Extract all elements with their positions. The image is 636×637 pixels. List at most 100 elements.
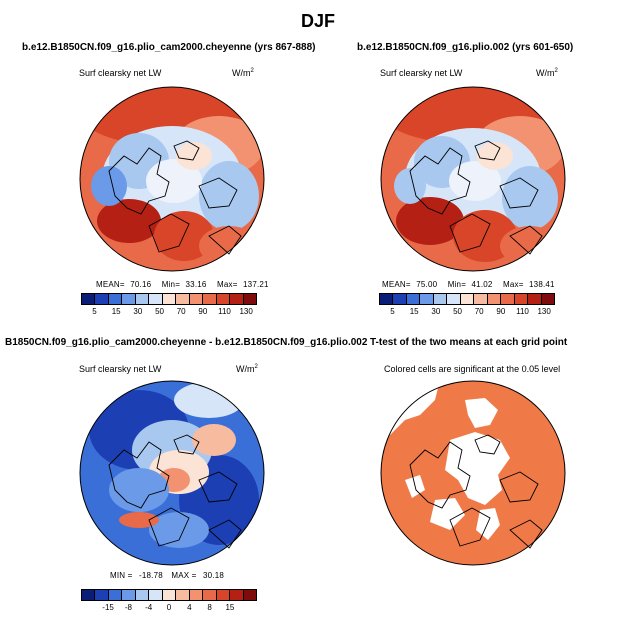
colorbar-tick-label: -4 <box>145 603 153 612</box>
colorbar-swatch <box>406 294 421 304</box>
max-value: 138.41 <box>529 280 555 289</box>
colorbar-swatch <box>528 294 542 304</box>
colorbar-swatch <box>203 590 217 600</box>
colorbar-swatch <box>189 294 204 304</box>
colorbar-swatch <box>433 294 448 304</box>
mean-label: MEAN= <box>96 280 125 289</box>
colorbar-tick-label: 15 <box>225 603 235 612</box>
colorbar-swatch <box>122 294 136 304</box>
colorbar-ticks-top-left: 5 15 30 50 70 90 110 130 <box>81 307 257 317</box>
min-value: 41.02 <box>471 280 493 289</box>
colorbar-tick-label: 30 <box>431 307 441 316</box>
colorbar-tick-label: 30 <box>133 307 143 316</box>
colorbar-top-left <box>81 293 257 305</box>
colorbar-tick-label: 15 <box>409 307 419 316</box>
min-value: 33.16 <box>185 280 207 289</box>
colorbar-swatch <box>176 590 190 600</box>
mean-value: 70.16 <box>130 280 152 289</box>
stats-bottom-left: MIN = -18.78 MAX = 30.18 <box>110 571 224 580</box>
max-label: Max= <box>216 280 238 289</box>
colorbar-swatch <box>176 294 190 304</box>
colorbar-tick-label: 130 <box>537 307 551 316</box>
max-label: Max= <box>502 280 524 289</box>
max-value: 30.18 <box>203 571 225 580</box>
min-label: Min= <box>161 280 181 289</box>
colorbar-tick-label: 70 <box>474 307 484 316</box>
min-label: MIN = <box>110 571 133 580</box>
colorbar-ticks-bottom-left: -15 -8 -4 0 4 8 15 <box>81 603 257 613</box>
colorbar-swatch <box>474 294 488 304</box>
figure-title: DJF <box>300 11 335 31</box>
colorbar-swatch <box>243 294 257 304</box>
colorbar-swatch <box>162 294 177 304</box>
colorbar-swatch <box>447 294 461 304</box>
panel-title-bottom-left: B1850CN.f09_g16.plio_cam2000.cheyenne - … <box>5 337 368 348</box>
colorbar-tick-label: 50 <box>453 307 462 316</box>
colorbar-swatch <box>95 590 109 600</box>
colorbar-swatch <box>108 590 123 600</box>
colorbar-top-right <box>379 293 555 305</box>
colorbar-tick-label: 8 <box>207 603 212 612</box>
colorbar-tick-label: 0 <box>166 603 172 612</box>
colorbar-swatch <box>149 294 163 304</box>
max-label: MAX = <box>171 571 197 580</box>
colorbar-tick-label: -8 <box>124 603 132 612</box>
panel-title-bottom-right: T-test of the two means at each grid poi… <box>370 337 568 348</box>
polar-map-top-left <box>79 86 265 272</box>
colorbar-tick-label: 90 <box>496 307 506 316</box>
colorbar-tick-label: 50 <box>155 307 164 316</box>
colorbar-swatch <box>216 294 231 304</box>
polar-map-bottom-right <box>380 380 566 566</box>
colorbar-swatch <box>216 590 231 600</box>
panel-title-top-left: b.e12.B1850CN.f09_g16.plio_cam2000.cheye… <box>22 42 316 53</box>
max-value: 137.21 <box>243 280 269 289</box>
colorbar-swatch <box>460 294 475 304</box>
colorbar-tick-label: 70 <box>176 307 186 316</box>
colorbar-swatch <box>122 590 136 600</box>
variable-label-top-left: Surf clearsky net LW <box>79 68 162 78</box>
colorbar-tick-label: 110 <box>218 307 231 316</box>
stats-top-right: MEAN= 75.00 Min= 41.02 Max= 138.41 <box>382 280 555 289</box>
colorbar-bottom-left <box>81 589 257 601</box>
colorbar-swatch <box>135 590 150 600</box>
colorbar-tick-label: 90 <box>198 307 208 316</box>
mean-label: MEAN= <box>382 280 411 289</box>
colorbar-ticks-top-right: 5 15 30 50 70 90 110 130 <box>379 307 555 317</box>
colorbar-swatch <box>82 294 96 304</box>
polar-map-bottom-left <box>79 380 265 566</box>
variable-label-top-right: Surf clearsky net LW <box>380 68 463 78</box>
stats-top-left: MEAN= 70.16 Min= 33.16 Max= 137.21 <box>96 280 269 289</box>
colorbar-tick-label: 5 <box>390 307 395 316</box>
colorbar-swatch <box>230 590 244 600</box>
colorbar-swatch <box>393 294 407 304</box>
variable-label-bottom-left: Surf clearsky net LW <box>79 364 162 374</box>
colorbar-tick-label: 5 <box>92 307 97 316</box>
colorbar-tick-label: -15 <box>102 603 114 612</box>
colorbar-swatch <box>501 294 515 304</box>
min-value: -18.78 <box>139 571 163 580</box>
colorbar-swatch <box>420 294 434 304</box>
colorbar-swatch <box>135 294 150 304</box>
colorbar-tick-label: 4 <box>187 603 192 612</box>
colorbar-swatch <box>243 590 257 600</box>
significance-note: Colored cells are significant at the 0.0… <box>384 364 561 374</box>
units-label-top-left: W/m2 <box>232 68 254 78</box>
min-label: Min= <box>447 280 467 289</box>
polar-map-top-right <box>380 86 566 272</box>
colorbar-swatch <box>380 294 394 304</box>
colorbar-tick-label: 130 <box>239 307 253 316</box>
colorbar-swatch <box>203 294 217 304</box>
colorbar-swatch <box>487 294 502 304</box>
colorbar-tick-label: 15 <box>111 307 121 316</box>
colorbar-swatch <box>541 294 555 304</box>
colorbar-swatch <box>149 590 163 600</box>
panel-title-top-right: b.e12.B1850CN.f09_g16.plio.002 (yrs 601-… <box>357 42 574 53</box>
colorbar-swatch <box>162 590 177 600</box>
colorbar-swatch <box>189 590 204 600</box>
colorbar-swatch <box>514 294 529 304</box>
colorbar-swatch <box>82 590 96 600</box>
units-label-top-right: W/m2 <box>536 68 558 78</box>
colorbar-swatch <box>108 294 123 304</box>
colorbar-swatch <box>95 294 109 304</box>
colorbar-tick-label: 110 <box>516 307 529 316</box>
